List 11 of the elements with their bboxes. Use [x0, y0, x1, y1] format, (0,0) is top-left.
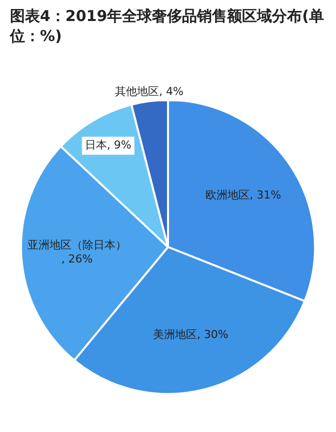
slice-label: 日本 [84, 138, 107, 152]
data-label: , 9% [106, 138, 132, 152]
data-label: , 4% [158, 85, 184, 98]
data-label: , 30% [196, 328, 228, 342]
chart-title: 图表4：2019年全球奢侈品销售额区域分布(单位：%) [8, 6, 326, 47]
slice-label: 欧洲地区 [206, 188, 250, 202]
slice-label: 其他地区 [114, 85, 159, 98]
data-label: , 31% [250, 188, 282, 202]
slice-label: 美洲地区 [152, 328, 197, 342]
data-label: , 26% [61, 252, 93, 266]
slice-label: 亚洲地区（除日本） [28, 238, 127, 252]
